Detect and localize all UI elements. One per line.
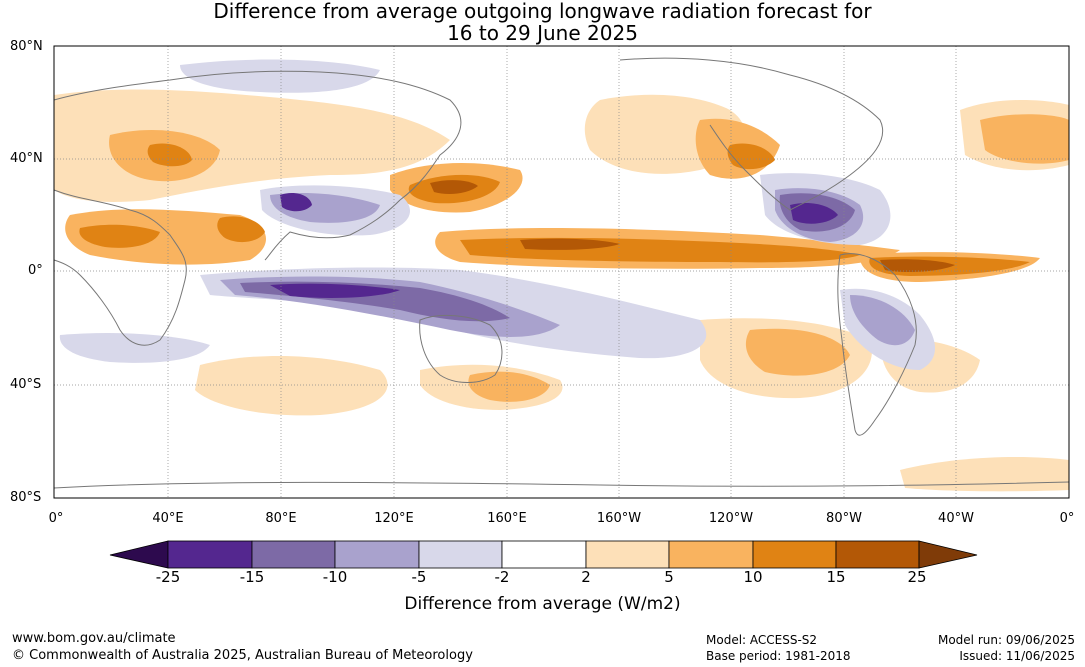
map-gridlines <box>54 46 1069 498</box>
lon-label-160e: 160°E <box>487 511 527 526</box>
colorbar-bin-p15-p25 <box>835 540 920 569</box>
coastline-eurasia <box>53 70 462 261</box>
map-title-line-2: 16 to 29 June 2025 <box>447 21 638 45</box>
anomaly-region-atlantic-ne <box>980 114 1069 164</box>
lon-label-0-right: 0° <box>1059 511 1075 526</box>
colorbar-bin-n5-n2 <box>418 540 503 569</box>
anomaly-region-arabia-core <box>79 224 160 248</box>
colorbar-bin-n10-n5 <box>334 540 420 569</box>
map-frame <box>53 45 1070 499</box>
lat-label-80n: 80°N <box>10 39 43 54</box>
footer-model-run: Model run: 09/06/2025 <box>937 633 1075 647</box>
footer-issued: Issued: 11/06/2025 <box>959 649 1075 663</box>
colorbar-title: Difference from average (W/m2) <box>404 594 681 614</box>
lon-label-120e: 120°E <box>374 511 414 526</box>
colorbar-bin-p2-p5 <box>585 540 670 569</box>
coastline-australia <box>419 315 503 383</box>
anomaly-region-atlantic-max <box>880 259 955 273</box>
colorbar-tick-label: 10 <box>743 568 763 586</box>
colorbar-above-max <box>918 540 978 569</box>
anomaly-region-indian-ocean-s <box>59 333 210 363</box>
anomaly-region-east-asia-max <box>430 180 478 194</box>
colorbar-tick-label: -25 <box>155 568 181 586</box>
colorbar-bin-p10-p15 <box>752 540 837 569</box>
anomaly-region-s-indian <box>195 355 388 416</box>
colorbar-bin-n2-p2 <box>501 540 587 569</box>
anomaly-region-pacific-max <box>520 238 620 250</box>
anomaly-region-bay-of-bengal-max <box>280 193 312 212</box>
anomaly-region-n-america-core <box>727 143 775 170</box>
lon-label-160w: 160°W <box>596 511 642 526</box>
footer-model: Model: ACCESS-S2 <box>706 633 818 647</box>
lon-label-40e: 40°E <box>152 511 184 526</box>
colorbar-tick-label: -15 <box>239 568 265 586</box>
footer-base-period: Base period: 1981-2018 <box>706 649 851 663</box>
anomaly-region-se-pacific <box>745 328 850 376</box>
lat-label-80s: 80°S <box>10 490 42 505</box>
colorbar-tick-label: 5 <box>664 568 674 586</box>
colorbar-tick-label: 2 <box>581 568 591 586</box>
colorbar-bin-n25-n15 <box>167 540 253 569</box>
lat-label-0: 0° <box>28 263 43 278</box>
footer-url: www.bom.gov.au/climate <box>12 631 176 646</box>
colorbar <box>109 540 978 569</box>
anomaly-region-europe-core <box>147 143 192 167</box>
anomaly-region-indian-equator-max <box>270 283 400 298</box>
lon-label-80e: 80°E <box>265 511 297 526</box>
lon-label-120w: 120°W <box>708 511 754 526</box>
anomaly-region-north-europe <box>180 59 380 93</box>
colorbar-tick-label: -10 <box>322 568 348 586</box>
anomaly-region-africa-arabia <box>65 209 267 265</box>
footer-copyright: © Commonwealth of Australia 2025, Austra… <box>12 648 473 663</box>
colorbar-bin-n15-n10 <box>251 540 336 569</box>
coastline-antarctica <box>53 481 1070 489</box>
anomaly-region-s-indian-2 <box>468 371 550 402</box>
colorbar-tick-label: -2 <box>494 568 510 586</box>
colorbar-tick-label: -5 <box>411 568 427 586</box>
lat-label-40s: 40°S <box>10 377 42 392</box>
anomaly-region-india-core <box>217 216 265 243</box>
anomaly-region-s-american-band <box>850 295 915 346</box>
lat-label-40n: 40°N <box>10 151 43 166</box>
anomaly-region-central-america-max <box>790 203 838 224</box>
coastline-africa <box>53 189 187 346</box>
lon-label-80w: 80°W <box>826 511 862 526</box>
colorbar-tick-label: 15 <box>826 568 846 586</box>
lon-label-40w: 40°W <box>938 511 974 526</box>
anomaly-fields <box>54 59 1069 492</box>
colorbar-bin-p5-p10 <box>668 540 754 569</box>
coastline-south-america <box>837 253 917 436</box>
coastlines <box>53 57 1070 489</box>
colorbar-below-min <box>109 540 169 569</box>
coastline-north-america <box>619 57 884 211</box>
lon-label-0-left: 0° <box>48 511 64 526</box>
colorbar-tick-label: 25 <box>907 568 927 586</box>
map-title-line-1: Difference from average outgoing longwav… <box>213 0 872 23</box>
